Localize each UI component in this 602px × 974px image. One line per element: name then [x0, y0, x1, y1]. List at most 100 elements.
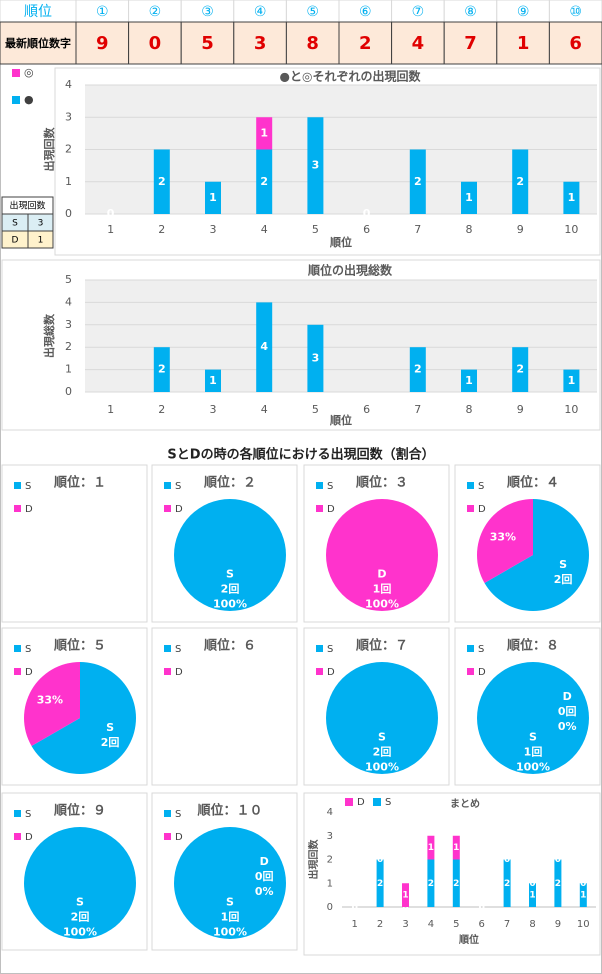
x-tick-label: 9 — [517, 223, 524, 236]
pie-slice — [174, 827, 286, 939]
x-tick-label: 2 — [158, 223, 165, 236]
table-cell-text: ① — [96, 4, 109, 20]
legend-swatch — [316, 645, 323, 652]
legend-label: D — [478, 667, 486, 678]
table-cell-text: ⑨ — [517, 4, 530, 20]
table-cell-text: 1 — [517, 33, 530, 54]
legend-label: D — [175, 504, 183, 515]
chart-frame — [151, 627, 298, 786]
x-axis-label: 順位 — [330, 235, 352, 249]
table-cell-text: 3 — [38, 219, 44, 229]
legend-label: D — [25, 667, 33, 678]
x-tick-label: 10 — [564, 223, 578, 236]
data-label: 0 — [402, 903, 408, 913]
x-tick-label: 3 — [210, 403, 217, 416]
bar — [554, 859, 562, 907]
chart-title: 順位：２ — [204, 475, 256, 491]
y-tick-label: 3 — [65, 318, 72, 331]
data-label: 2 — [414, 175, 422, 188]
legend-label: D — [25, 832, 33, 843]
data-label: S — [76, 896, 84, 909]
data-label: 1 — [402, 891, 408, 901]
table-cell-text: S — [12, 219, 18, 229]
bar — [452, 859, 460, 907]
data-label: 1 — [209, 374, 217, 387]
legend-label: D — [25, 504, 33, 515]
data-label: 1回 — [221, 910, 240, 924]
legend-label: D — [327, 504, 335, 515]
x-tick-label: 9 — [555, 919, 561, 930]
data-label: 2 — [453, 879, 459, 889]
x-tick-label: 4 — [261, 223, 268, 236]
table-cell — [285, 21, 340, 65]
legend-label: S — [25, 644, 31, 655]
legend-swatch — [467, 668, 474, 675]
data-label: D — [563, 690, 572, 703]
data-label: 2回 — [101, 735, 120, 749]
legend-label: S — [175, 644, 181, 655]
legend-swatch — [14, 668, 21, 675]
data-label: 0回 — [255, 869, 274, 883]
bar — [512, 149, 529, 214]
table-cell — [548, 21, 602, 65]
table-cell-text: 4 — [412, 33, 425, 54]
data-label: 2回 — [554, 572, 573, 586]
data-label: 0 — [107, 207, 115, 220]
plot-area — [85, 280, 597, 392]
chart-title: まとめ — [450, 798, 480, 810]
legend-label: ● — [24, 93, 34, 106]
bar — [452, 835, 460, 860]
chart-frame — [303, 792, 601, 956]
x-tick-label: 6 — [479, 919, 485, 930]
data-label: 0 — [479, 903, 485, 913]
legend-swatch — [316, 505, 323, 512]
y-tick-label: 4 — [327, 807, 333, 818]
y-tick-label: 1 — [327, 878, 333, 889]
legend-swatch — [345, 798, 353, 806]
bar — [153, 149, 170, 214]
table-cell-text: 3 — [254, 33, 267, 54]
x-tick-label: 9 — [517, 403, 524, 416]
data-label: 2 — [260, 175, 268, 188]
data-label: 2 — [158, 175, 166, 188]
data-label: 33% — [490, 531, 516, 544]
bar — [461, 369, 477, 392]
table-cell — [233, 21, 287, 65]
data-label: 2回 — [221, 582, 240, 596]
y-tick-label: 4 — [65, 78, 72, 91]
x-tick-label: 2 — [158, 403, 165, 416]
data-label: S — [559, 558, 567, 571]
data-label: 0 — [479, 903, 485, 913]
legend-label: D — [175, 832, 183, 843]
x-tick-label: 10 — [577, 919, 590, 930]
data-label: 100% — [213, 926, 247, 939]
chart-title: 順位：５ — [54, 638, 106, 654]
chart-title: 順位：３ — [356, 475, 408, 491]
data-label: 1回 — [524, 745, 543, 759]
bar — [409, 347, 426, 392]
data-label: 0 — [580, 879, 586, 889]
data-label: 0 — [352, 903, 358, 913]
data-label: 1 — [465, 374, 473, 387]
bar — [579, 883, 587, 907]
data-label: 2 — [516, 363, 524, 376]
data-label: 2 — [555, 879, 561, 889]
table-cell — [391, 21, 445, 65]
x-tick-label: 1 — [107, 223, 114, 236]
table-cell — [27, 230, 54, 249]
x-tick-label: 8 — [529, 919, 535, 930]
legend-swatch — [467, 482, 474, 489]
bar — [307, 117, 324, 214]
data-label: 100% — [63, 926, 97, 939]
legend-swatch — [316, 668, 323, 675]
data-label: 100% — [213, 598, 247, 611]
legend-label: S — [385, 797, 391, 808]
data-label: 2 — [504, 879, 510, 889]
pie-slice — [326, 662, 438, 774]
chart-title: 順位：８ — [507, 638, 559, 654]
data-label: 2 — [158, 363, 166, 376]
data-label: 2回 — [71, 910, 90, 924]
data-label: 100% — [365, 761, 399, 774]
x-tick-label: 7 — [504, 919, 510, 930]
